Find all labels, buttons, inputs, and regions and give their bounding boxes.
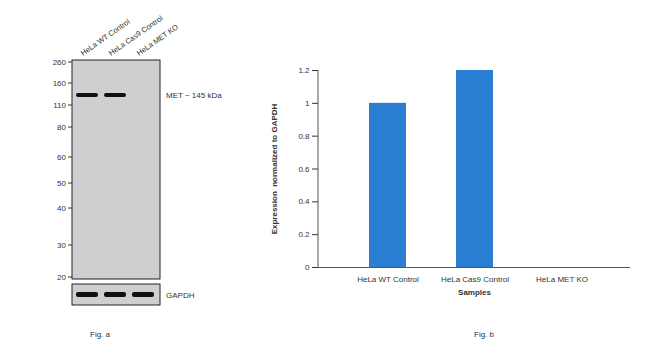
svg-text:260: 260 (53, 58, 67, 67)
svg-text:HeLa MET KO: HeLa MET KO (135, 22, 180, 57)
svg-text:160: 160 (53, 79, 67, 88)
svg-text:40: 40 (57, 204, 66, 213)
svg-text:50: 50 (57, 179, 66, 188)
svg-text:HeLa WT Control: HeLa WT Control (357, 275, 419, 284)
svg-text:0: 0 (305, 263, 310, 272)
svg-text:GAPDH: GAPDH (166, 291, 195, 300)
svg-text:0.2: 0.2 (298, 230, 310, 239)
svg-text:HeLa WT Control: HeLa WT Control (79, 17, 132, 58)
html-text:Fig. b: Fig. b (474, 330, 494, 339)
svg-text:HeLa Cas9 Control: HeLa Cas9 Control (441, 275, 509, 284)
svg-text:20: 20 (57, 273, 66, 282)
svg-text:60: 60 (57, 153, 66, 162)
svg-text:0.4: 0.4 (298, 197, 310, 206)
svg-text:110: 110 (53, 101, 66, 110)
svg-text:1: 1 (305, 99, 310, 108)
svg-text:Samples: Samples (458, 288, 491, 297)
svg-text:0.8: 0.8 (298, 132, 310, 141)
html-text:Fig. a: Fig. a (90, 330, 110, 339)
svg-text:HeLa Cas9 Control: HeLa Cas9 Control (107, 13, 165, 58)
svg-text:Expression normalized to GAPD: Expression normalized to GAPDH (270, 103, 279, 234)
svg-text:30: 30 (57, 241, 66, 250)
svg-text:0.6: 0.6 (298, 165, 310, 174)
svg-text:80: 80 (57, 123, 66, 132)
svg-text:1.2: 1.2 (298, 66, 310, 75)
svg-text:HeLa MET KO: HeLa MET KO (536, 275, 588, 284)
svg-text:MET ~ 145 kDa: MET ~ 145 kDa (166, 91, 222, 100)
